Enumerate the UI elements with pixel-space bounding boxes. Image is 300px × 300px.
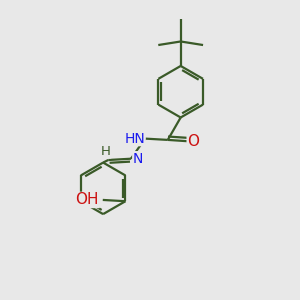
Text: OH: OH [76, 192, 99, 207]
Text: H: H [101, 145, 111, 158]
Text: O: O [187, 134, 199, 149]
Text: N: N [133, 152, 143, 166]
Text: HN: HN [124, 132, 145, 145]
